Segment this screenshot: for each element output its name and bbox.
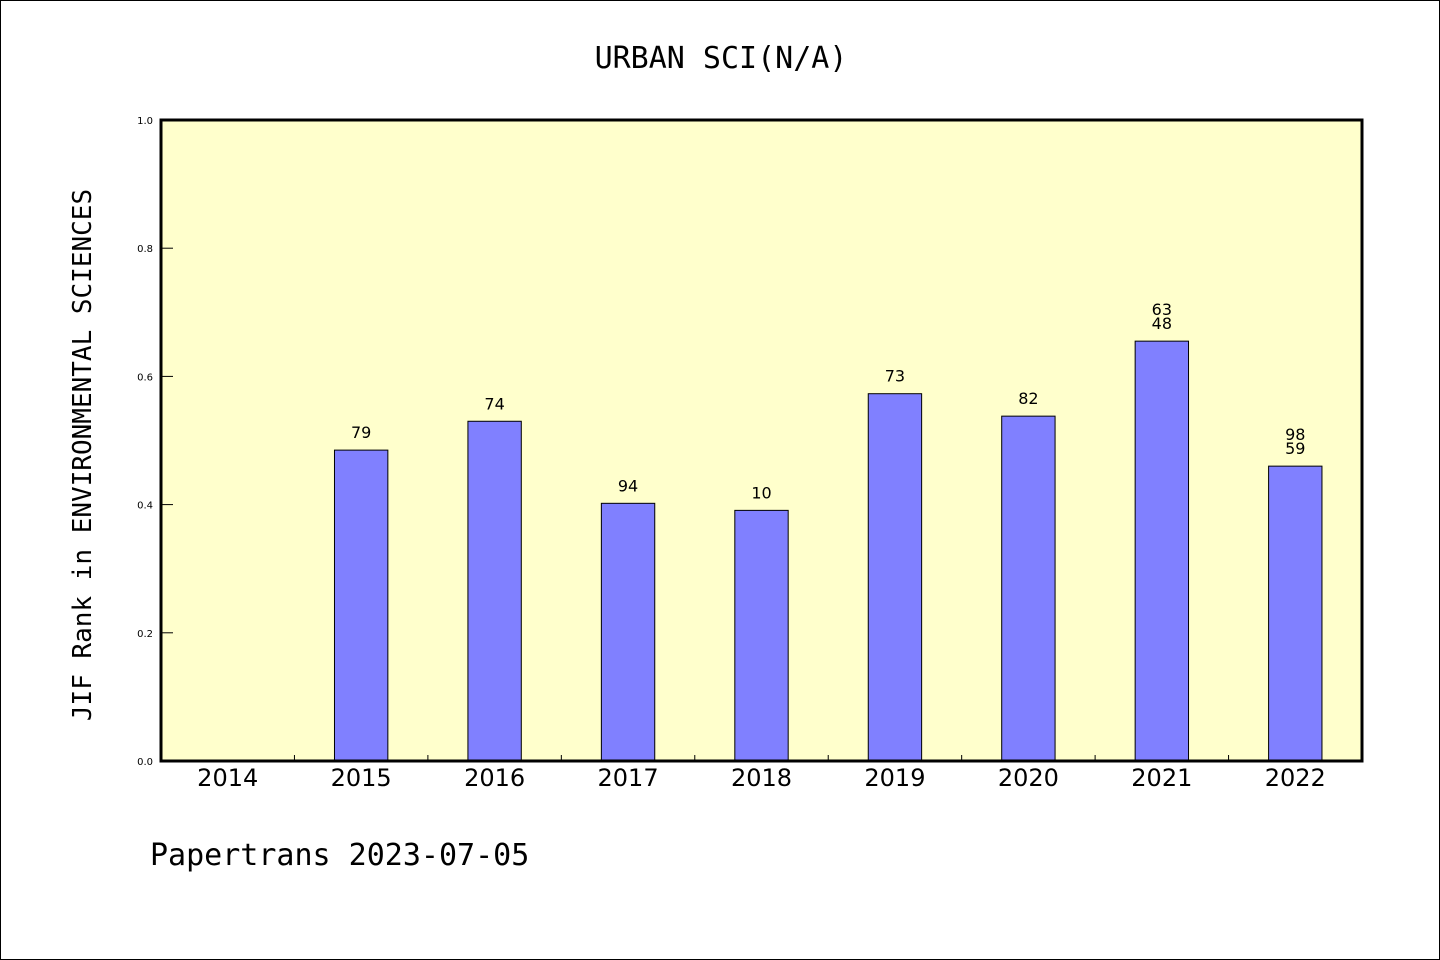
data-label-2021: 48 <box>1152 314 1172 333</box>
data-label-2017: 94 <box>618 476 638 495</box>
axis-ticks-layer: 0.0 0.2 0.4 0.6 0.8 1.0 2014 2015 2016 2017 2018 20… <box>137 116 1326 792</box>
x-tick-label: 2021 <box>1131 764 1192 792</box>
x-tick-label: 2020 <box>998 764 1059 792</box>
bar-2019 <box>867 393 923 762</box>
y-tick-label: 1.0 <box>137 116 153 127</box>
x-tick-label: 2016 <box>464 764 525 792</box>
data-label-2022: 98 <box>1285 425 1305 444</box>
y-tick-label: 0.8 <box>137 244 153 255</box>
data-label-2015: 79 <box>351 423 371 442</box>
y-axis-label: JIF Rank in ENVIRONMENTAL SCIENCES <box>68 189 98 721</box>
data-label-2021: 63 <box>1152 300 1172 319</box>
bar-2021 <box>1134 340 1190 762</box>
y-tick-label: 0.0 <box>137 757 153 768</box>
data-label-2020: 82 <box>1018 389 1038 408</box>
data-label-2022: 59 <box>1285 439 1305 458</box>
x-tick-label: 2019 <box>864 764 925 792</box>
data-label-2018: 10 <box>751 483 771 502</box>
bar-2015 <box>333 449 389 762</box>
x-tick-label: 2015 <box>331 764 392 792</box>
x-tick-label: 2022 <box>1265 764 1326 792</box>
bar-2020 <box>1001 415 1056 762</box>
bar-2017 <box>600 502 656 762</box>
footer-text: Papertrans 2023-07-05 <box>150 838 529 873</box>
x-tick-label: 2017 <box>598 764 659 792</box>
y-tick-label: 0.6 <box>137 372 153 383</box>
plot-frame <box>159 118 1364 763</box>
bar-2018 <box>734 509 789 762</box>
x-tick-label: 2018 <box>731 764 792 792</box>
y-tick-label: 0.2 <box>137 629 153 640</box>
bar-2016 <box>467 420 522 762</box>
x-tick-label: 2014 <box>197 764 258 792</box>
chart-title: URBAN SCI(N/A) <box>595 41 848 76</box>
data-label-2016: 74 <box>484 394 504 413</box>
bar-2022 <box>1268 465 1323 762</box>
data-label-2019: 73 <box>885 367 905 386</box>
y-tick-label: 0.4 <box>137 501 153 512</box>
bars-layer <box>333 340 1323 762</box>
